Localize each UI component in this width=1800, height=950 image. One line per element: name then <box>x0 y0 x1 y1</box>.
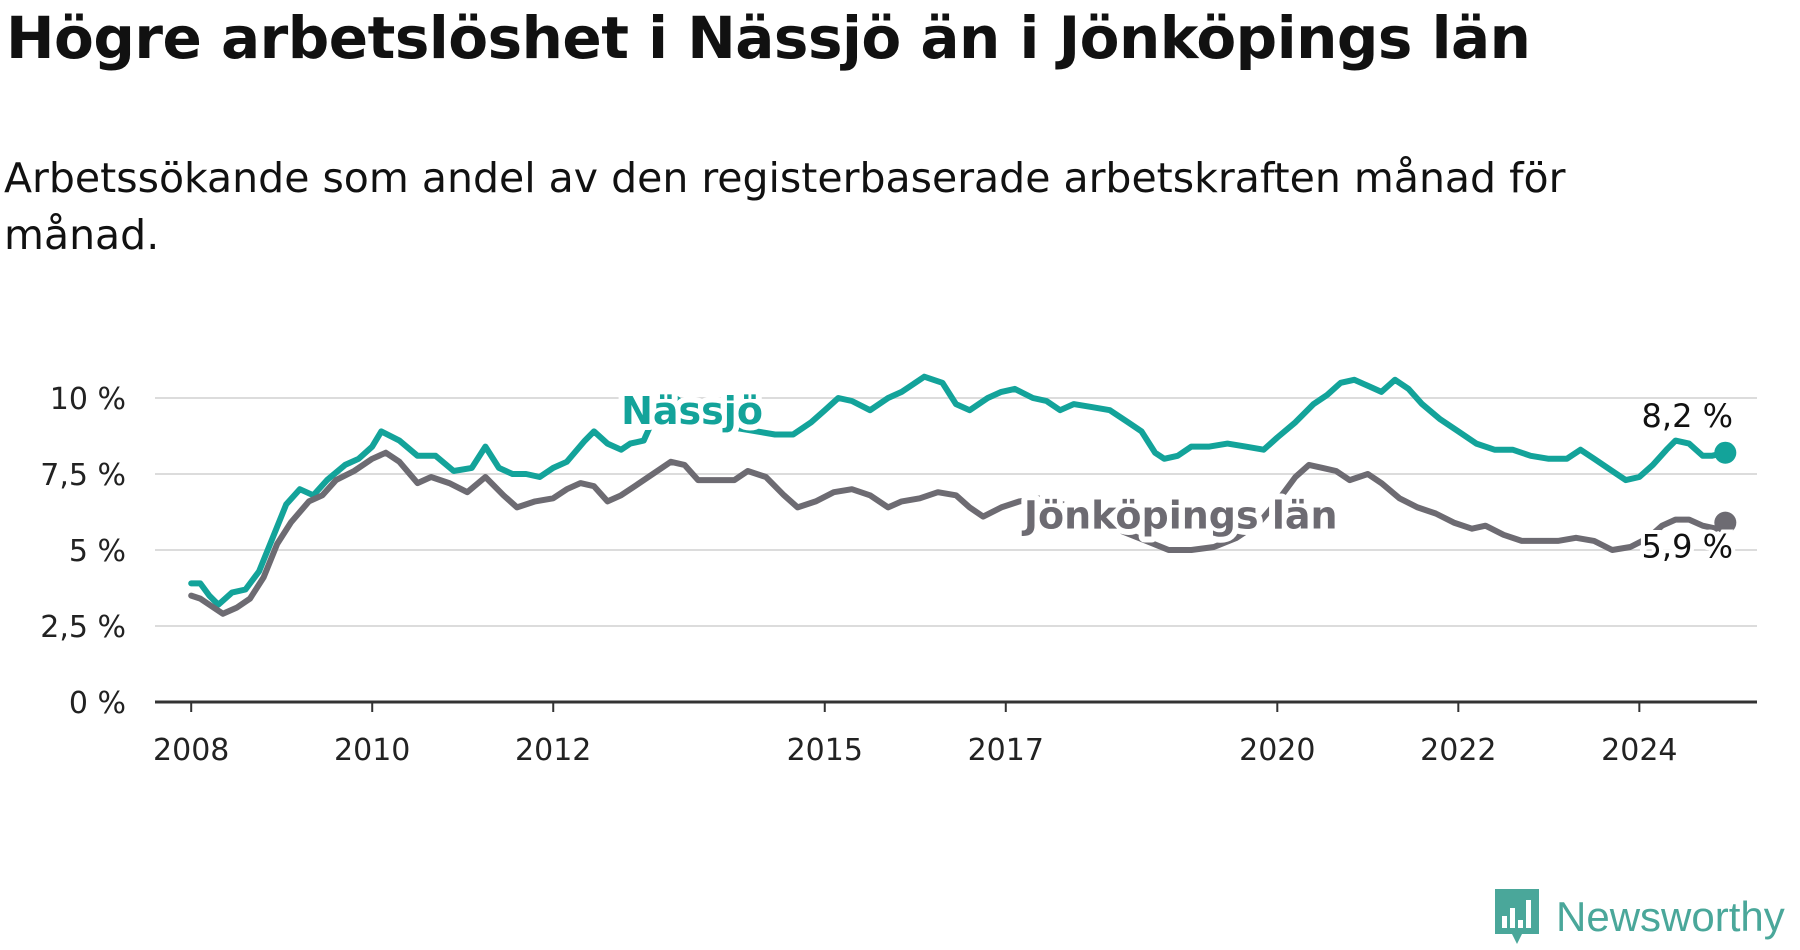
series-labels: Nässjö Jönköpings län 8,2 % 5,9 % <box>615 383 1737 570</box>
series-label-jonkoping: Jönköpings län <box>1021 494 1338 538</box>
x-tick-label: 2008 <box>153 733 229 768</box>
y-tick-label: 7,5 % <box>40 458 126 493</box>
y-tick-label: 10 % <box>50 382 126 417</box>
grid-lines <box>155 397 1757 627</box>
x-tick-label: 2012 <box>515 733 591 768</box>
x-tick-label: 2010 <box>334 733 410 768</box>
jonkoping-series-line <box>188 449 1729 617</box>
x-tick-label: 2017 <box>968 733 1044 768</box>
series-end-point <box>1714 511 1737 534</box>
x-tick-label: 2020 <box>1239 733 1315 768</box>
x-tick-label: 2015 <box>787 733 863 768</box>
newsworthy-logo: Newsworthy <box>1492 884 1785 950</box>
end-value-label-nassjo: 8,2 % <box>1642 397 1733 435</box>
brand-name: Newsworthy <box>1556 893 1785 940</box>
x-tick-label: 2024 <box>1601 733 1677 768</box>
series-lines <box>188 373 1737 617</box>
y-tick-label: 2,5 % <box>40 610 126 645</box>
nassjo-series-line <box>188 373 1729 608</box>
y-tick-label: 5 % <box>69 534 126 569</box>
series-label-nassjo: Nässjö <box>621 389 763 433</box>
y-axis-tick-labels: 0 % 2,5 % 5 % 7,5 % 10 % <box>40 382 126 721</box>
end-value-label-jonkoping: 5,9 % <box>1642 528 1733 566</box>
y-tick-label: 0 % <box>69 686 126 721</box>
series-end-point <box>1714 441 1737 464</box>
x-axis: 2008 2010 2012 2015 2017 2020 2022 2024 <box>153 700 1757 768</box>
x-tick-label: 2022 <box>1420 733 1496 768</box>
chart-title: Högre arbetslöshet i Nässjö än i Jönköpi… <box>6 4 1531 72</box>
bar-chart-speech-bubble-icon <box>1495 889 1539 944</box>
chart-subtitle: Arbetssökande som andel av den registerb… <box>4 154 1566 259</box>
